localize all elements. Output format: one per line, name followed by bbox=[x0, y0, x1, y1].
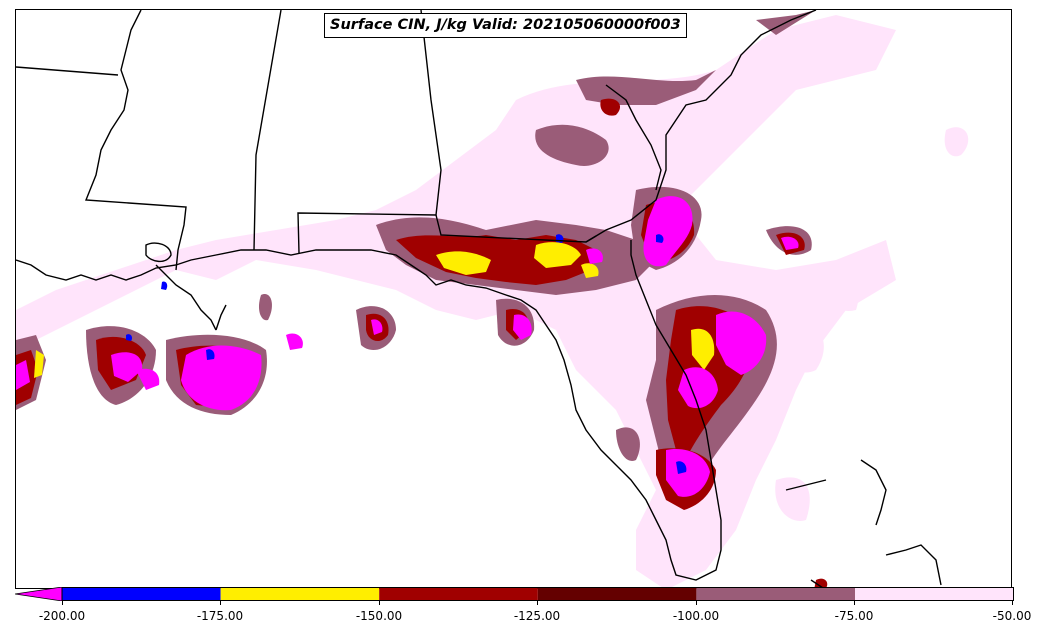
state-and-coast-lines bbox=[16, 10, 942, 588]
colorbar-band-m200-m175 bbox=[62, 587, 221, 601]
tick-label: -50.00 bbox=[992, 609, 1032, 623]
colorbar-band-m175-m150 bbox=[220, 587, 380, 601]
tick-mark bbox=[1012, 600, 1013, 605]
cin-band-blue bbox=[126, 234, 687, 474]
tick-label: -200.00 bbox=[38, 609, 86, 623]
colorbar-band-m100-m75 bbox=[696, 587, 855, 601]
tick-mark bbox=[62, 600, 63, 605]
tick-label: -100.00 bbox=[672, 609, 720, 623]
colorbar-ticks: -200.00 -175.00 -150.00 -125.00 -100.00 … bbox=[0, 600, 1044, 630]
map-title: Surface CIN, J/kg Valid: 202105060000f00… bbox=[324, 13, 687, 38]
tick-label: -125.00 bbox=[513, 609, 561, 623]
tick-mark bbox=[220, 600, 221, 605]
colorbar-band-m125-m100 bbox=[537, 587, 697, 601]
colorbar-extend-min bbox=[15, 587, 63, 601]
colorbar bbox=[15, 587, 1014, 601]
tick-mark bbox=[379, 600, 380, 605]
cin-map bbox=[16, 10, 969, 588]
colorbar-band-m150-m125 bbox=[379, 587, 538, 601]
tick-label: -175.00 bbox=[196, 609, 244, 623]
cin-band-magenta bbox=[16, 196, 799, 497]
map-panel bbox=[15, 9, 1012, 589]
tick-label: -150.00 bbox=[355, 609, 403, 623]
cin-band-light-pink bbox=[16, 15, 969, 588]
tick-mark bbox=[696, 600, 697, 605]
tick-label: -75.00 bbox=[834, 609, 874, 623]
tick-mark bbox=[537, 600, 538, 605]
colorbar-band-m75-m50 bbox=[855, 587, 1014, 601]
tick-mark bbox=[854, 600, 855, 605]
